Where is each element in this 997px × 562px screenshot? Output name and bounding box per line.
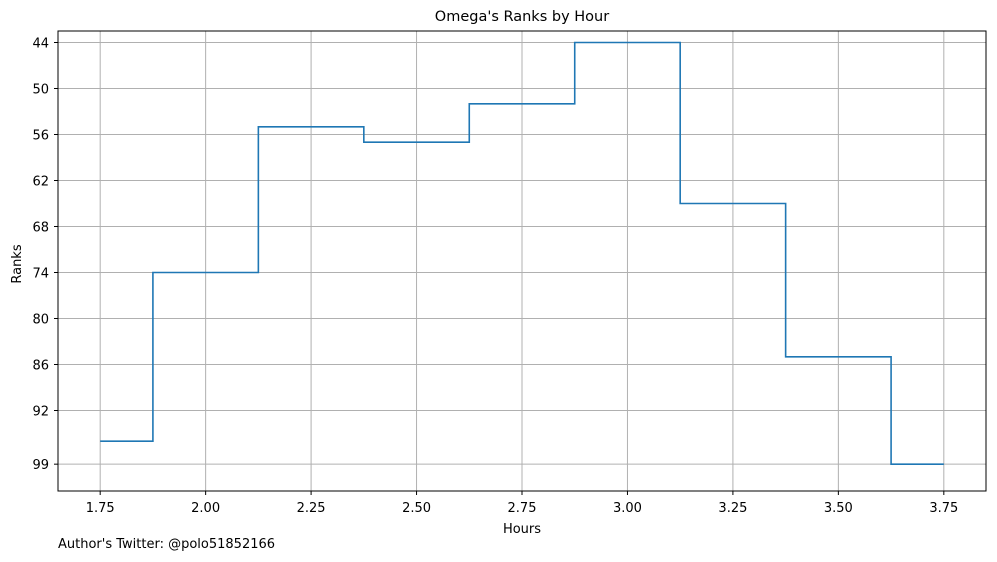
y-tick-label: 80 — [32, 313, 49, 328]
series-line — [100, 41, 944, 465]
x-tick-label: 3.25 — [718, 501, 747, 516]
x-tick-label: 3.00 — [613, 501, 642, 516]
y-tick-label: 44 — [32, 37, 49, 52]
y-tick-label: 86 — [32, 359, 49, 374]
x-tick-label: 2.25 — [297, 501, 326, 516]
x-tick-label: 2.00 — [191, 501, 220, 516]
y-tick-label: 68 — [32, 221, 49, 236]
y-tick-label: 50 — [32, 83, 49, 98]
y-axis-ticks: 44 50 56 62 68 74 80 86 92 99 — [32, 37, 58, 473]
y-tick-label: 56 — [32, 129, 49, 144]
y-tick-label: 62 — [32, 175, 49, 190]
x-tick-label: 1.75 — [86, 501, 115, 516]
x-tick-label: 3.75 — [929, 501, 958, 516]
x-tick-label: 2.50 — [402, 501, 431, 516]
y-axis-label: Ranks — [10, 244, 25, 283]
x-axis-ticks: 1.75 2.00 2.25 2.50 2.75 3.00 3.25 3.50 3.75 — [86, 491, 958, 516]
x-tick-label: 2.75 — [508, 501, 537, 516]
x-tick-label: 3.50 — [824, 501, 853, 516]
grid — [58, 31, 986, 491]
y-tick-label: 74 — [32, 267, 49, 282]
x-axis-label: Hours — [503, 522, 541, 537]
chart-title: Omega's Ranks by Hour — [435, 9, 609, 25]
y-tick-label: 99 — [32, 458, 49, 473]
y-tick-label: 92 — [32, 405, 49, 420]
author-credit: Author's Twitter: @polo51852166 — [58, 537, 276, 552]
